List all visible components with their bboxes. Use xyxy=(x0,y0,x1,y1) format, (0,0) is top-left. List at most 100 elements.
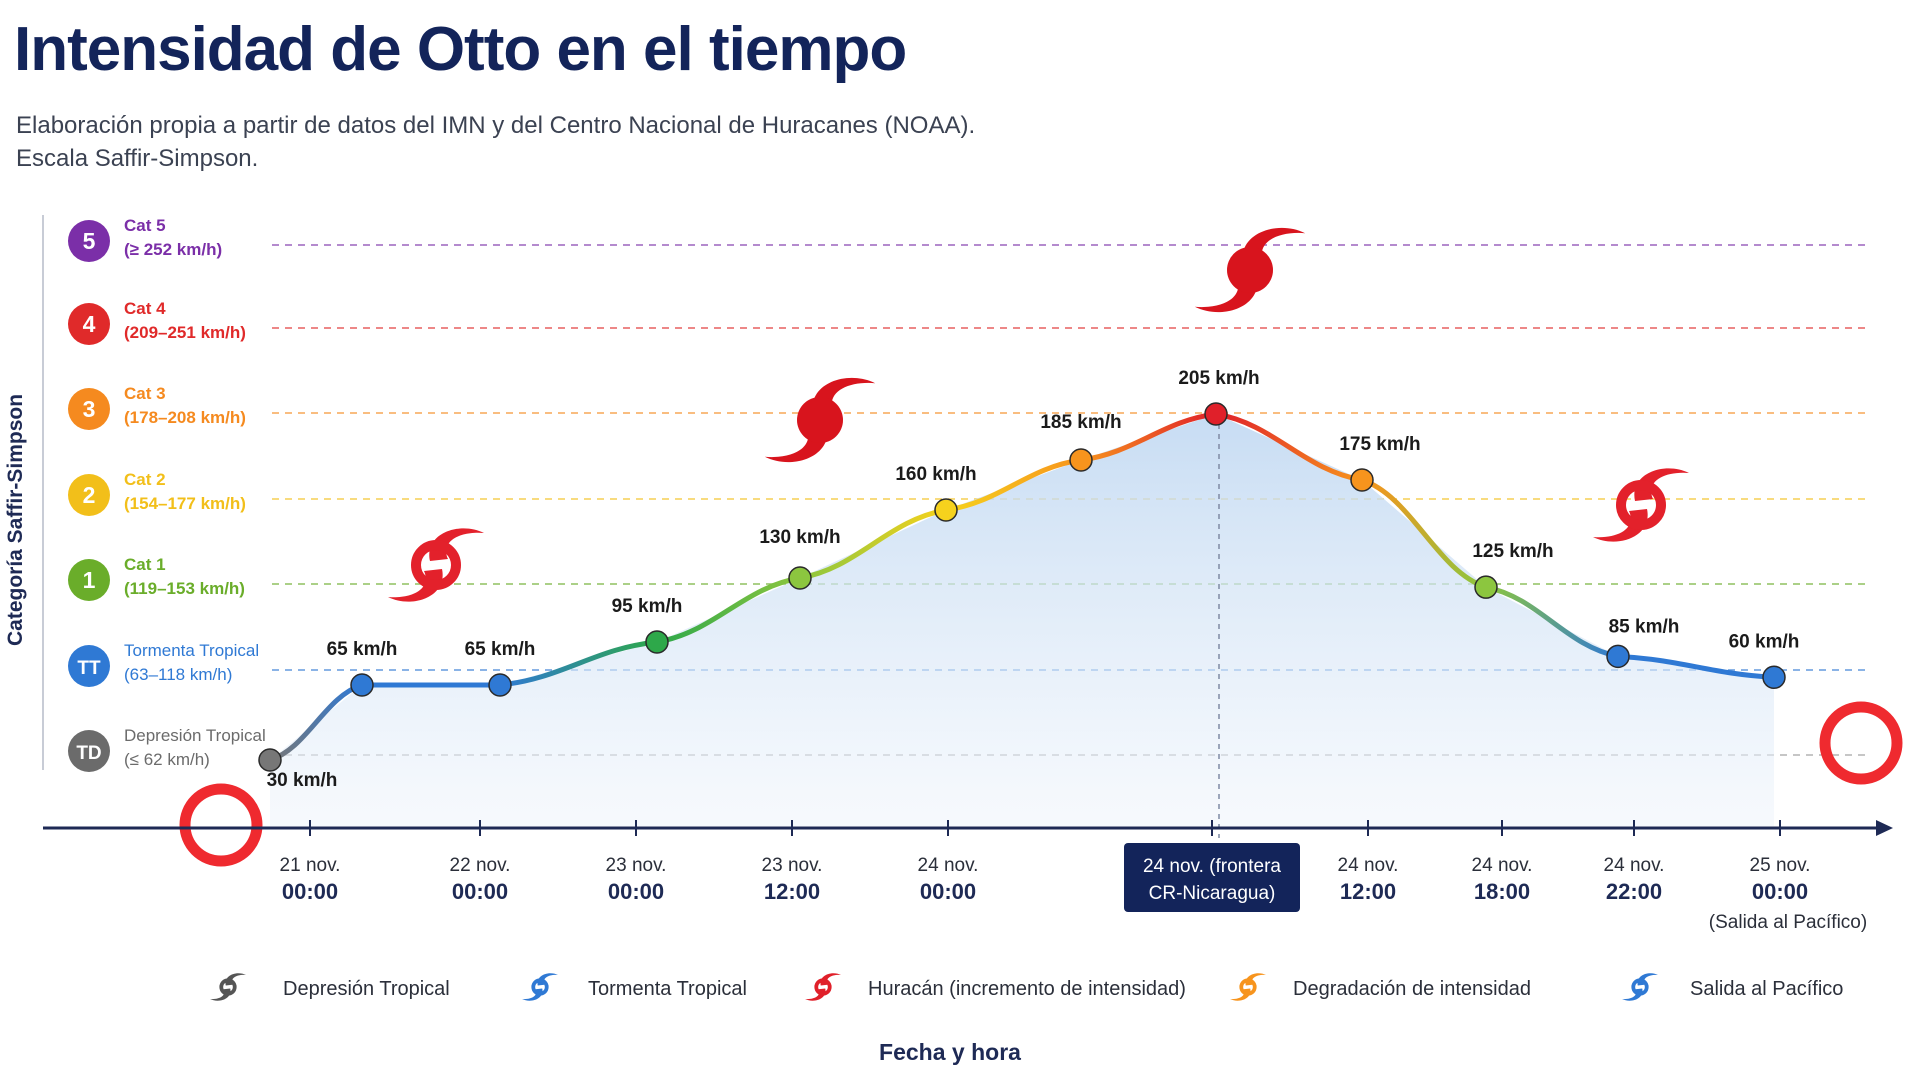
category-badge xyxy=(68,474,110,516)
legend-icon-eye xyxy=(531,978,549,996)
x-tick-2: 22 nov. 00:00 xyxy=(450,820,511,904)
data-label-8: 205 km/h xyxy=(1178,368,1259,389)
x-tick-line1: 21 nov. xyxy=(280,855,341,876)
category-range: (≥ 252 km/h) xyxy=(124,240,222,259)
category-badge-label: 4 xyxy=(83,311,96,337)
category-badge-label: 1 xyxy=(83,567,96,593)
x-tick-line2: 00:00 xyxy=(452,879,508,904)
legend-item-2: Tormenta Tropical xyxy=(522,973,747,1001)
x-tick-line1: 23 nov. xyxy=(606,855,667,876)
x-tick-line1: 25 nov. xyxy=(1750,855,1811,876)
category-badge xyxy=(68,559,110,601)
category-range: (63–118 km/h) xyxy=(124,665,232,684)
x-tick-line2: 18:00 xyxy=(1474,879,1530,904)
orange-cyclone-icon xyxy=(1230,973,1266,1001)
data-label-2: 65 km/h xyxy=(327,639,398,660)
x-tick-line2: 12:00 xyxy=(764,879,820,904)
x-tick-line2: CR-Nicaragua) xyxy=(1149,883,1276,904)
chart-title: Intensidad de Otto en el tiempo xyxy=(14,15,907,84)
x-tick-line2: 00:00 xyxy=(920,879,976,904)
line-segment-3 xyxy=(497,639,660,688)
x-tick-3: 23 nov. 00:00 xyxy=(606,820,667,904)
x-tick-line2: 00:00 xyxy=(1752,879,1808,904)
blue-cyclone-icon xyxy=(522,973,558,1001)
data-label-5: 130 km/h xyxy=(759,527,840,548)
data-point-4 xyxy=(645,630,669,654)
x-tick-9: 24 nov. 22:00 xyxy=(1604,820,1664,904)
legend-label: Salida al Pacífico xyxy=(1690,978,1843,1000)
decorative-icons xyxy=(179,227,1903,867)
category-name: Depresión Tropical xyxy=(124,726,266,745)
x-tick-7: 24 nov. 12:00 xyxy=(1338,820,1399,904)
category-badge-label: TD xyxy=(76,743,101,764)
line-segment-6 xyxy=(943,457,1084,513)
y-axis: 5 Cat 5 (≥ 252 km/h) 4 Cat 4 (209–251 km/h) 3 C… xyxy=(4,215,266,772)
data-point-10 xyxy=(1474,575,1498,599)
legend-label: Tormenta Tropical xyxy=(588,978,747,1000)
x-tick-line3: (Salida al Pacífico) xyxy=(1709,912,1867,933)
area-fill xyxy=(270,414,1774,826)
category-range: (209–251 km/h) xyxy=(124,323,246,342)
category-tt: TT Tormenta Tropical (63–118 km/h) xyxy=(68,641,259,687)
data-point-2 xyxy=(350,673,374,697)
x-tick-line2: 00:00 xyxy=(608,879,664,904)
intensity-line xyxy=(267,411,1777,763)
line-segment-1 xyxy=(267,682,365,763)
x-axis-title: Fecha y hora xyxy=(879,1039,1021,1065)
data-point-6 xyxy=(934,498,958,522)
swirl-arm-top xyxy=(429,528,484,561)
category-badge-label: 3 xyxy=(83,396,96,422)
data-label-10: 125 km/h xyxy=(1472,541,1553,562)
chart-subtitle-source: Elaboración propia a partir de datos del… xyxy=(16,112,976,139)
swirl-eye xyxy=(1616,480,1666,530)
data-label-11: 85 km/h xyxy=(1609,616,1680,637)
legend-item-3: Huracán (incremento de intensidad) xyxy=(805,973,1186,1001)
category-range: (≤ 62 km/h) xyxy=(124,750,210,769)
category-badge-label: 2 xyxy=(83,482,96,508)
category-5: 5 Cat 5 (≥ 252 km/h) xyxy=(68,216,222,262)
category-range: (154–177 km/h) xyxy=(124,494,246,513)
category-td: TD Depresión Tropical (≤ 62 km/h) xyxy=(68,726,266,772)
swirl-core xyxy=(797,397,843,443)
legend-label: Huracán (incremento de intensidad) xyxy=(868,978,1186,1000)
category-name: Cat 2 xyxy=(124,470,166,489)
end-marker-ring xyxy=(1819,701,1903,785)
category-name: Cat 4 xyxy=(124,299,166,318)
line-segment-11 xyxy=(1615,653,1777,680)
x-tick-line1: 22 nov. xyxy=(450,855,511,876)
x-tick-10: 25 nov. 00:00 (Salida al Pacífico) xyxy=(1709,820,1867,933)
data-label-9: 175 km/h xyxy=(1339,434,1420,455)
hurricane-icon-rising xyxy=(764,377,876,463)
data-label-3: 65 km/h xyxy=(465,639,536,660)
hurricane-icon-falling xyxy=(1593,468,1689,542)
legend-item-4: Degradación de intensidad xyxy=(1230,973,1531,1001)
line-segment-5 xyxy=(797,507,949,581)
category-3: 3 Cat 3 (178–208 km/h) xyxy=(68,384,246,430)
x-tick-highlight-box xyxy=(1124,843,1300,912)
x-tick-line1: 24 nov. xyxy=(918,855,979,876)
x-tick-5: 24 nov. 00:00 xyxy=(918,820,979,904)
legend-icon-eye xyxy=(814,978,832,996)
legend-label: Depresión Tropical xyxy=(283,978,450,1000)
swirl-arm-top xyxy=(1634,468,1689,501)
category-badge xyxy=(68,220,110,262)
x-tick-line2: 22:00 xyxy=(1606,879,1662,904)
swirl-arm-bottom xyxy=(388,569,443,602)
legend: Depresión Tropical Tormenta Tropical Hurac… xyxy=(210,973,1843,1001)
category-name: Cat 5 xyxy=(124,216,166,235)
data-points: 30 km/h 65 km/h 65 km/h 95 km/h 130 km/h 160 … xyxy=(258,368,1800,791)
x-tick-8: 24 nov. 18:00 xyxy=(1472,820,1532,904)
x-tick-line2: 12:00 xyxy=(1340,879,1396,904)
x-tick-6: 24 nov. (frontera CR-Nicaragua) xyxy=(1124,820,1300,912)
x-tick-line1: 24 nov. xyxy=(1338,855,1399,876)
category-name: Cat 3 xyxy=(124,384,166,403)
category-badge xyxy=(68,645,110,687)
legend-item-1: Depresión Tropical xyxy=(210,973,450,1001)
blue-cyclone-icon xyxy=(1622,973,1658,1001)
data-point-9 xyxy=(1350,468,1374,492)
data-label-12: 60 km/h xyxy=(1729,631,1800,652)
line-segment-7 xyxy=(1078,411,1219,463)
line-segment-4 xyxy=(654,575,803,645)
